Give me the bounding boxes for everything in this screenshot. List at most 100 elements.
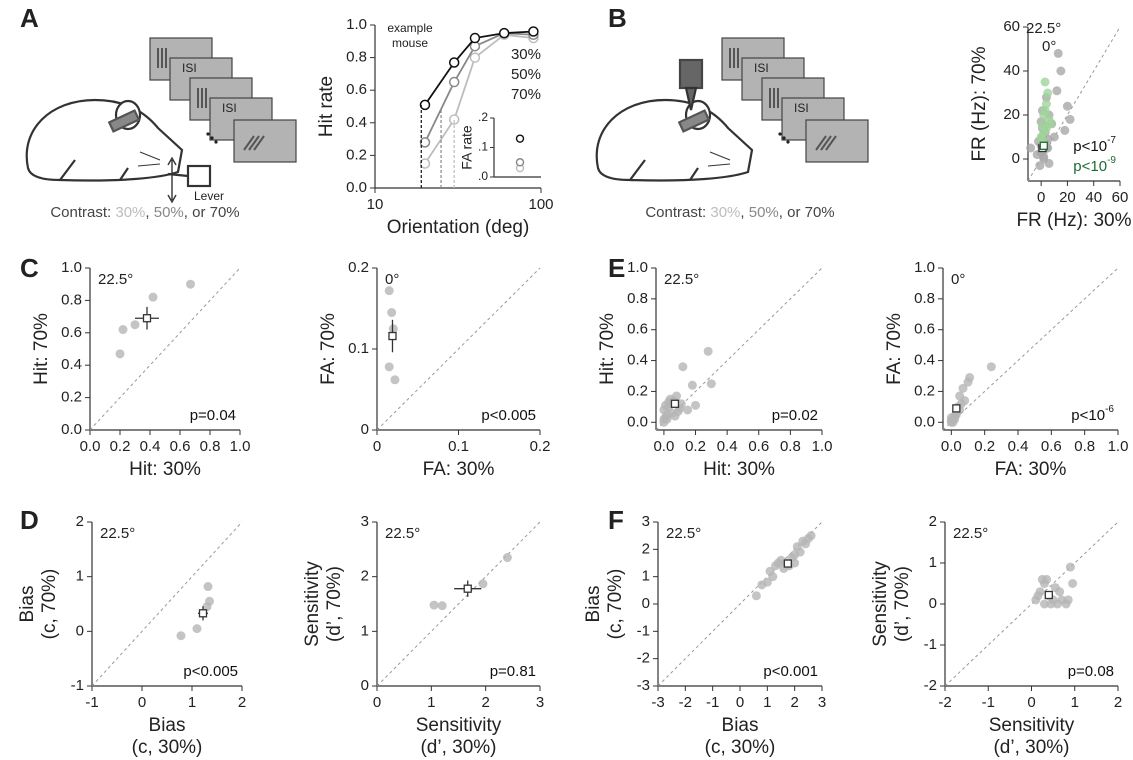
electrode [678, 58, 704, 90]
x-tick-label: 10 [367, 196, 384, 213]
x-tick-label: 1 [427, 694, 435, 711]
point [1065, 114, 1075, 124]
y-tick-label: 0.6 [914, 321, 935, 338]
y-axis-label: (c, 70%) [605, 569, 626, 640]
x-tick-label: 3 [818, 694, 826, 711]
y-tick-label: 0.4 [61, 356, 82, 373]
p-value: p=0.81 [490, 663, 536, 680]
panel-label: D [20, 505, 39, 535]
mean [142, 314, 152, 323]
x-tick-label: 3 [536, 694, 544, 711]
legend-entry: 22.5° [1026, 20, 1061, 37]
y-axis-label: Bias [583, 586, 604, 623]
point [986, 362, 996, 372]
x-axis-label: (c, 30%) [705, 737, 776, 758]
point [118, 325, 128, 335]
point [1043, 88, 1053, 98]
isi-label: ISI [754, 61, 769, 75]
x-tick-label: 1 [763, 694, 771, 711]
point [205, 596, 214, 606]
x-tick-label: 0.8 [1074, 438, 1095, 455]
x-tick-label: 1.0 [1108, 438, 1129, 455]
mean [1039, 141, 1048, 150]
grating [243, 135, 255, 151]
electrode-tip [684, 86, 698, 111]
p-value: p<10-6 [1071, 404, 1114, 424]
point [965, 373, 975, 383]
y-axis-label: FR (Hz): 70% [969, 46, 990, 161]
point [429, 600, 439, 610]
p-value-exp: -7 [1107, 135, 1116, 146]
schematic-a [25, 98, 212, 204]
x-tick-label: 2 [1114, 694, 1122, 711]
contrast-part: , [740, 204, 748, 221]
x-axis-label: Sensitivity [416, 715, 502, 736]
condition-label: 22.5° [953, 525, 988, 542]
p-value: p=0.02 [772, 407, 818, 424]
x-tick-label: 0.6 [1041, 438, 1062, 455]
ellipsis-dot [778, 132, 782, 136]
point [1046, 599, 1056, 609]
y-axis-label: Sensitivity [870, 561, 891, 647]
legend-entry: 0° [1042, 38, 1056, 55]
panel-label: A [20, 3, 39, 33]
ellipsis-dot [206, 132, 210, 136]
x-tick-label: -2 [679, 694, 692, 711]
point [498, 27, 510, 39]
y-tick-label: 0.4 [914, 352, 935, 369]
mouse-body [25, 98, 184, 182]
condition-label: 0° [385, 271, 399, 288]
x-tick-label: -1 [85, 694, 98, 711]
point [203, 582, 213, 592]
point [502, 553, 512, 563]
y-tick-label: 0 [76, 622, 84, 639]
x-tick-label: 0.2 [530, 438, 551, 455]
x-tick-label: 0.0 [80, 438, 101, 455]
y-tick-label: 0 [1012, 150, 1020, 167]
x-tick-label: 0.2 [110, 438, 131, 455]
grating [820, 135, 832, 151]
y-tick-label: 0.0 [61, 421, 82, 438]
condition-label: 22.5° [385, 525, 420, 542]
p-value: p<0.005 [183, 663, 238, 680]
unity-line [944, 521, 1119, 687]
y-tick-label: 0.1 [348, 340, 369, 357]
point [387, 308, 397, 318]
legend-entry: 30% [511, 46, 541, 63]
p-value-text: p=0.08 [1068, 663, 1114, 680]
p-value: p<0.005 [481, 407, 536, 424]
x-tick-label: 100 [528, 196, 553, 213]
y-axis-label: (c, 70%) [39, 569, 60, 640]
y-tick-label: 2 [929, 513, 937, 530]
y-tick-label: 0.6 [346, 81, 367, 98]
y-tick-label: 0.4 [346, 114, 367, 131]
p-value: p<10-7 [1073, 135, 1116, 155]
point [448, 57, 460, 68]
inset-point [515, 158, 525, 167]
x-tick-label: 60 [1112, 189, 1129, 206]
point [1055, 587, 1065, 597]
y-tick-label: 1.0 [346, 16, 367, 33]
p-value-text: p=0.81 [490, 663, 536, 680]
point [186, 279, 195, 289]
point [768, 572, 778, 582]
condition-label: 22.5° [666, 525, 701, 542]
point [384, 362, 394, 372]
point [448, 76, 460, 88]
point [1056, 66, 1066, 76]
x-tick-label: 2 [481, 694, 489, 711]
x-axis-label: Bias [722, 715, 759, 736]
point [790, 558, 800, 568]
ellipsis-dot [782, 136, 786, 140]
contrast-part: Contrast: [50, 204, 115, 221]
contrast-label: Contrast: 30%, 50%, or 70% [645, 204, 834, 221]
y-tick-label: 2 [76, 513, 84, 530]
lever [186, 164, 212, 188]
unity-line [376, 267, 541, 431]
point [955, 391, 965, 401]
p-value-text: p<10 [1071, 407, 1105, 424]
p-value-exp: -9 [1107, 155, 1116, 166]
y-tick-label: 0.2 [914, 382, 935, 399]
p-value-text: p=0.02 [772, 407, 818, 424]
point [801, 539, 811, 549]
